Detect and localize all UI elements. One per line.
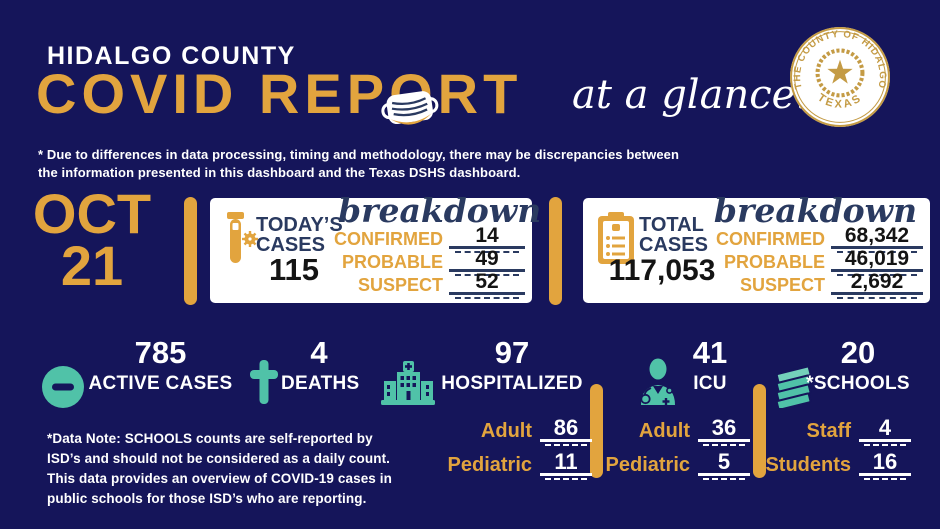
report-title: COVID REPO RT [36,66,522,125]
county-seal: THE COUNTY OF HIDALGO TEXAS [790,27,890,127]
icu-stat: 41 ICU [682,335,738,394]
active-cases-label: ACTIVE CASES [88,373,233,394]
substat-row: Staff 4 [765,417,911,446]
cross-icon [250,360,278,404]
disclaimer-line-2: the information presented in this dashbo… [38,165,521,180]
data-note-line-1: *Data Note: SCHOOLS counts are self-repo… [47,431,373,446]
substat-row: Pediatric 5 [600,451,750,480]
substat-row: Students 16 [765,451,911,480]
divider-bar [753,384,766,478]
total-cases-total: 117,053 [608,254,716,287]
hospitalized-substats: Adult 86 Pediatric 11 [420,417,592,485]
title-post: RT [437,62,523,125]
divider-bar [590,384,603,478]
total-breakdown: CONFIRMED 68,342 PROBABLE 46,019 SUSPECT… [716,225,923,299]
date-month: OCT [32,182,152,245]
books-stack-icon [775,365,812,408]
active-cases-value: 785 [134,335,187,370]
breakdown-row: CONFIRMED 14 [334,225,525,253]
deaths-value: 4 [310,335,328,370]
schools-substats: Staff 4 Students 16 [765,417,911,485]
substat-row: Pediatric 11 [420,451,592,480]
divider-bar [549,197,562,305]
face-mask-icon [381,91,439,125]
hospitalized-stat: 97 HOSPITALIZED [438,335,586,394]
breakdown-row: CONFIRMED 68,342 [716,225,923,253]
breakdown-row: SUSPECT 52 [334,271,525,299]
breakdown-row: PROBABLE 49 [334,248,525,276]
masked-letter-o: O [381,66,439,125]
todays-breakdown: CONFIRMED 14 PROBABLE 49 SUSPECT 52 [334,225,525,299]
hospitalized-value: 97 [494,335,530,370]
breakdown-row: PROBABLE 46,019 [716,248,923,276]
disclaimer: * Due to differences in data processing,… [38,146,679,182]
schools-stat: 20 *SCHOOLS [802,335,914,394]
hospital-icon [381,361,435,405]
county-name: HIDALGO COUNTY [47,42,296,70]
date-day: 21 [60,234,124,297]
title-pre: COVID REP [36,62,390,125]
icu-substats: Adult 36 Pediatric 5 [600,417,750,485]
icu-value: 41 [692,335,728,370]
total-cases-label: TOTAL CASES [639,214,708,256]
report-date: OCT 21 [28,182,156,297]
schools-value: 20 [840,335,876,370]
todays-cases-total: 115 [268,252,319,287]
icu-label: ICU [693,373,727,394]
substat-row: Adult 36 [600,417,750,446]
breakdown-title: breakdown [338,191,542,230]
data-note-line-3: This data provides an overview of COVID-… [47,471,392,486]
data-note-line-2: ISD’s and should not be considered as a … [47,451,391,466]
data-note-line-4: public schools for those ISD’s who are r… [47,491,367,506]
schools-label: *SCHOOLS [806,373,910,394]
clipboard-icon [598,212,634,264]
total-cases-card: TOTAL CASES 117,053 breakdown CONFIRMED … [583,191,930,303]
minus-circle-icon [42,366,84,408]
test-tube-icon [227,212,258,263]
breakdown-row: SUSPECT 2,692 [716,271,923,299]
data-note: *Data Note: SCHOOLS counts are self-repo… [47,429,392,509]
hospitalized-label: HOSPITALIZED [441,373,583,394]
active-cases-stat: 785 ACTIVE CASES [88,335,233,394]
doctor-icon [640,358,675,405]
tagline: at a glance.. [572,72,821,118]
substat-row: Adult 86 [420,417,592,446]
deaths-stat: 4 DEATHS [281,335,360,394]
disclaimer-line-1: * Due to differences in data processing,… [38,147,680,162]
seal-star [827,59,853,84]
divider-bar [184,197,197,305]
todays-cases-label: TODAY’S CASES [256,214,343,256]
deaths-label: DEATHS [281,373,360,394]
breakdown-title: breakdown [713,191,918,230]
seal-wreath [815,48,865,98]
todays-cases-card: TODAY’S CASES 115 breakdown CONFIRMED 14… [210,191,541,303]
